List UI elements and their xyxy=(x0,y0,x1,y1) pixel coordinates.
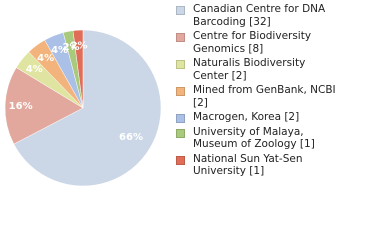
legend-swatch xyxy=(176,128,185,138)
slice-label: 2% xyxy=(71,41,88,52)
legend-label: Mined from GenBank, NCBI [2] xyxy=(193,84,336,109)
legend: Canadian Centre for DNA Barcoding [32] Ce… xyxy=(174,3,374,180)
slice-label: 2% xyxy=(63,42,80,53)
legend-swatch xyxy=(176,114,185,123)
legend-label: Macrogen, Korea [2] xyxy=(193,111,300,123)
legend-swatch xyxy=(176,87,185,96)
slice-label: 4% xyxy=(51,45,68,56)
legend-label: Centre for Biodiversity Genomics [8] xyxy=(193,30,312,55)
legend-label: Naturalis Biodiversity Center [2] xyxy=(193,57,306,82)
legend-item: Mined from GenBank, NCBI [2] xyxy=(174,84,374,109)
legend-label: University of Malaya, Museum of Zoology … xyxy=(193,125,315,151)
legend-item: Naturalis Biodiversity Center [2] xyxy=(174,57,374,82)
legend-label: Canadian Centre for DNA Barcoding [32] xyxy=(193,3,326,28)
legend-swatch xyxy=(176,33,185,42)
legend-swatch xyxy=(176,60,185,69)
slice-label: 4% xyxy=(37,53,54,64)
slice-label: 16% xyxy=(9,101,33,112)
legend-item: National Sun Yat-Sen University [1] xyxy=(174,153,374,178)
pie-slice xyxy=(4,67,84,145)
legend-item: Canadian Centre for DNA Barcoding [32] xyxy=(174,3,374,28)
legend-swatch xyxy=(176,155,185,165)
pie-slice xyxy=(13,29,162,187)
slice-label: 66% xyxy=(119,132,143,143)
legend-label: National Sun Yat-Sen University [1] xyxy=(193,152,303,178)
legend-item: Centre for Biodiversity Genomics [8] xyxy=(174,30,374,55)
legend-item: Macrogen, Korea [2] xyxy=(174,111,374,124)
legend-swatch xyxy=(176,6,185,15)
chart: 66%16%4%4%4%2%2% xyxy=(4,29,162,187)
legend-item: University of Malaya, Museum of Zoology … xyxy=(174,126,374,151)
slice-label: 4% xyxy=(26,64,43,75)
pie-slice xyxy=(72,29,84,109)
